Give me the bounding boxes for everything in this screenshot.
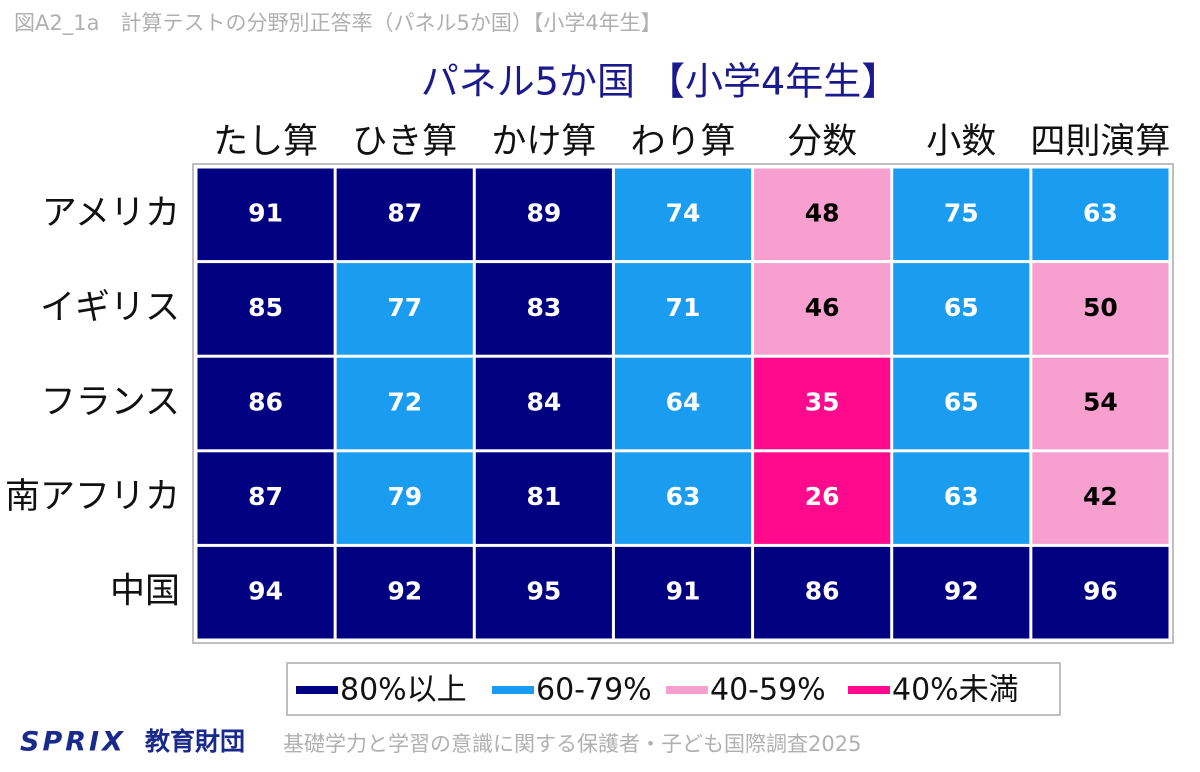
cell xyxy=(893,168,1030,261)
cell xyxy=(754,357,891,450)
legend-swatch xyxy=(296,686,338,694)
cell-label: 86 xyxy=(248,388,283,417)
cell-label: 46 xyxy=(805,293,840,322)
cell xyxy=(754,263,891,355)
cell-label: 63 xyxy=(944,482,979,511)
cell-label: 63 xyxy=(1083,198,1118,227)
cell-label: 85 xyxy=(248,293,283,322)
cell xyxy=(614,546,752,639)
cell-label: 84 xyxy=(526,388,561,417)
cell-label: 87 xyxy=(248,482,283,511)
cell-label: 91 xyxy=(248,198,283,227)
logo: SPRIX xyxy=(20,727,126,758)
cell xyxy=(475,168,612,261)
cell xyxy=(893,263,1030,355)
cell xyxy=(197,168,334,261)
cell xyxy=(614,263,752,355)
cell xyxy=(754,546,891,639)
cell-label: 77 xyxy=(387,293,422,322)
cell-label: 64 xyxy=(666,388,701,417)
cell xyxy=(197,357,334,450)
cell xyxy=(1032,546,1169,639)
cell xyxy=(614,357,752,450)
cell-label: 92 xyxy=(387,577,422,606)
figure-label: 図A2_1a 計算テストの分野別正答率（パネル5か国）【小学4年生】 xyxy=(14,11,662,36)
cell xyxy=(197,263,334,355)
cell-label: 86 xyxy=(805,577,840,606)
cell xyxy=(197,546,334,639)
cell-label: 42 xyxy=(1083,482,1118,511)
cell-label: 50 xyxy=(1083,293,1118,322)
cell xyxy=(475,452,612,544)
legend-swatch xyxy=(848,686,890,694)
source: 基礎学力と学習の意識に関する保護者・子ども国際調査2025 xyxy=(283,732,861,756)
cell xyxy=(1032,357,1169,450)
logo-org: 教育財団 xyxy=(145,727,245,756)
column-label: たし算 xyxy=(213,122,318,162)
cell xyxy=(336,168,473,261)
cell-label: 91 xyxy=(666,577,701,606)
cell-label: 79 xyxy=(387,482,422,511)
cell xyxy=(1032,263,1169,355)
cell-label: 75 xyxy=(944,198,979,227)
cell-label: 81 xyxy=(526,482,561,511)
legend-label: 40%未満 xyxy=(892,673,1019,708)
cell xyxy=(336,357,473,450)
row-label: 中国 xyxy=(110,572,180,612)
legend-label: 40-59% xyxy=(710,673,826,708)
legend-label: 60-79% xyxy=(536,673,652,708)
cell-label: 65 xyxy=(944,388,979,417)
cell-label: 92 xyxy=(944,577,979,606)
cell-label: 65 xyxy=(944,293,979,322)
cell-label: 95 xyxy=(526,577,561,606)
legend-swatch xyxy=(666,686,708,694)
cell-label: 26 xyxy=(805,482,840,511)
cell xyxy=(893,546,1030,639)
cell xyxy=(475,546,612,639)
cell xyxy=(336,546,473,639)
column-label: 四則演算 xyxy=(1030,122,1170,162)
cell xyxy=(475,357,612,450)
column-label: ひき算 xyxy=(352,122,457,162)
cell xyxy=(475,263,612,355)
cell xyxy=(754,452,891,544)
row-label: フランス xyxy=(41,383,180,423)
cell-label: 54 xyxy=(1083,388,1118,417)
cell-label: 74 xyxy=(666,198,701,227)
cell-label: 89 xyxy=(526,198,561,227)
legend-label: 80%以上 xyxy=(340,673,467,708)
cell xyxy=(336,452,473,544)
cell-label: 71 xyxy=(666,293,701,322)
cell-label: 96 xyxy=(1083,577,1118,606)
cell xyxy=(754,168,891,261)
chart-title: パネル5か国 【小学4年生】 xyxy=(421,60,899,104)
cell xyxy=(893,357,1030,450)
cell-label: 87 xyxy=(387,198,422,227)
cell-label: 83 xyxy=(526,293,561,322)
legend-swatch xyxy=(492,686,534,694)
cell xyxy=(1032,452,1169,544)
cell xyxy=(893,452,1030,544)
row-label: アメリカ xyxy=(42,193,180,233)
cell xyxy=(197,452,334,544)
cell xyxy=(614,168,752,261)
column-label: かけ算 xyxy=(491,122,596,162)
cell-label: 48 xyxy=(805,198,840,227)
row-label: 南アフリカ xyxy=(5,477,180,517)
column-label: わり算 xyxy=(630,122,735,162)
cell-label: 63 xyxy=(666,482,701,511)
cell xyxy=(614,452,752,544)
cell-label: 35 xyxy=(805,388,840,417)
cell xyxy=(336,263,473,355)
column-label: 小数 xyxy=(926,122,996,162)
column-label: 分数 xyxy=(787,122,857,162)
cell-label: 72 xyxy=(387,388,422,417)
row-label: イギリス xyxy=(40,288,180,328)
cell xyxy=(1032,168,1169,261)
cell-label: 94 xyxy=(248,577,283,606)
